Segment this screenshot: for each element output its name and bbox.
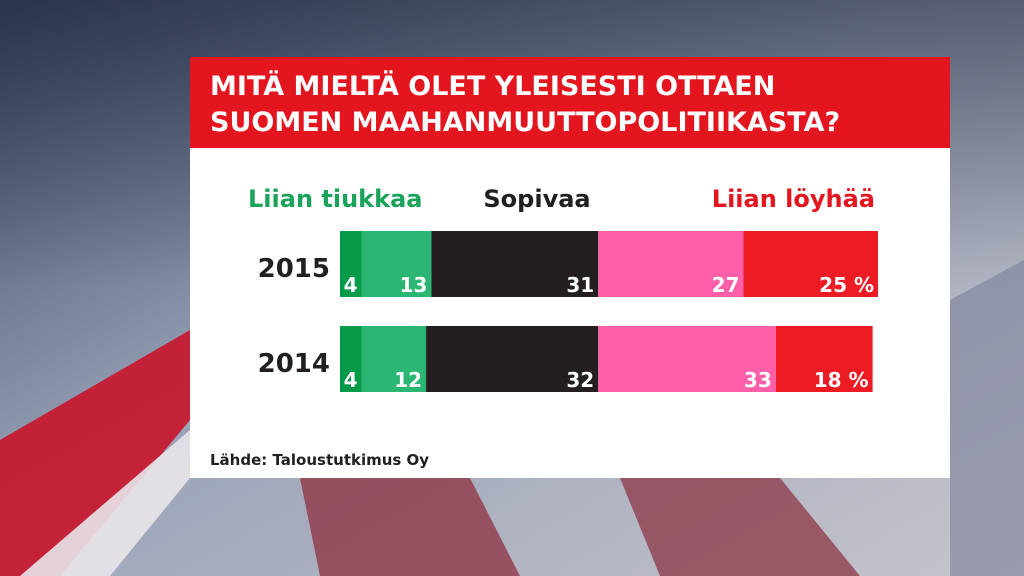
value-label: 4 [344, 273, 358, 297]
value-label: 33 [744, 368, 772, 392]
bar-segment [361, 231, 432, 297]
bar-segment [340, 326, 362, 392]
value-label: 13 [400, 273, 428, 297]
title-line: SUOMEN MAAHANMUUTTOPOLITIIKASTA? [210, 107, 840, 138]
panel [190, 148, 950, 478]
bar-segment [361, 326, 427, 392]
y-tick-label: 2014 [258, 349, 330, 379]
value-label: 32 [566, 368, 594, 392]
y-tick-label: 2015 [258, 254, 330, 284]
bar-segment [743, 231, 878, 297]
title-line: MITÄ MIELTÄ OLET YLEISESTI OTTAEN [210, 70, 775, 102]
bar-segment [340, 231, 362, 297]
bar-segment [431, 231, 599, 297]
value-label: 4 [344, 368, 358, 392]
value-label: 31 [566, 273, 594, 297]
legend-label: Sopivaa [483, 185, 590, 213]
legend-label: Liian löyhää [712, 185, 875, 213]
legend-label: Liian tiukkaa [248, 185, 422, 213]
bar-segment [426, 326, 599, 392]
bar-segment [598, 326, 776, 392]
bar-segment [775, 326, 873, 392]
bar-segment [598, 231, 744, 297]
value-label: 25 % [819, 273, 874, 297]
value-label: 12 [394, 368, 422, 392]
value-label: 18 % [814, 368, 869, 392]
title-box [190, 57, 950, 148]
value-label: 27 [712, 273, 740, 297]
source: Lähde: Taloustutkimus Oy [210, 451, 429, 469]
